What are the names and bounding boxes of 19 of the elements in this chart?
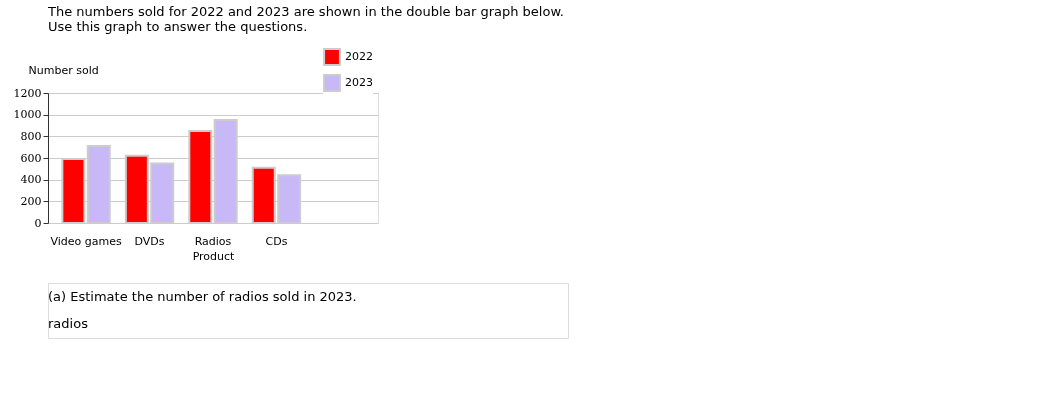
text: (a) Estimate the number of radios sold in 2023.	[48, 288, 357, 304]
legend-label: 2022	[345, 50, 373, 63]
x-tick-label: Radios	[194, 234, 232, 248]
x-tick-label: DVDs	[134, 234, 165, 248]
text: The numbers sold for 2022 and 2023 are shown in the double bar graph below.	[48, 4, 564, 19]
x-tick-label: CDs	[265, 234, 288, 248]
text: Use this graph to answer the questions.	[48, 19, 308, 34]
legend-label: 2023	[345, 76, 373, 89]
y-tick-label: 600	[20, 151, 42, 165]
x-tick-label: Video games	[50, 234, 122, 248]
y-tick-label: 1000	[13, 108, 42, 122]
x-axis-title: Product	[192, 249, 236, 263]
y-tick-label: 400	[20, 173, 42, 187]
y-axis-title: Number sold	[28, 63, 99, 77]
y-tick-label: 200	[20, 194, 42, 208]
text: radios	[48, 316, 89, 332]
y-tick-label: 1200	[13, 86, 42, 100]
y-tick-label: 0	[34, 216, 42, 230]
y-tick-label: 800	[20, 129, 42, 143]
